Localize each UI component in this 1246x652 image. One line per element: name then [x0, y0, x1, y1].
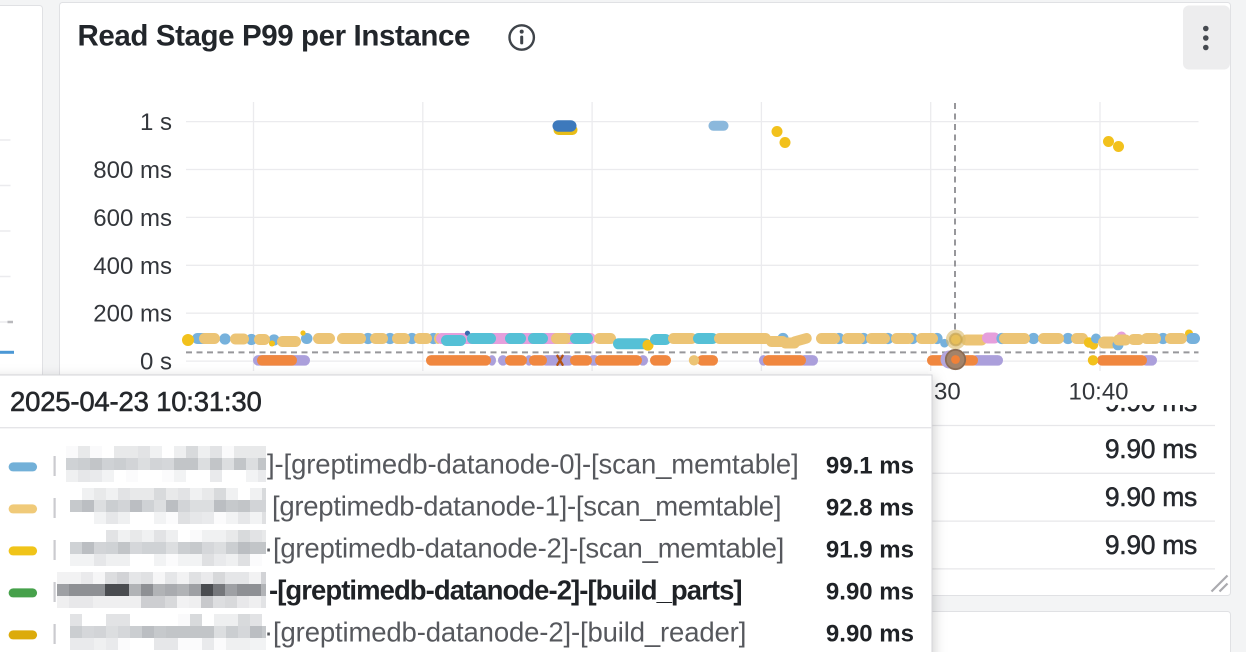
svg-text:9.90 ms: 9.90 ms: [1105, 434, 1197, 464]
svg-text:-[greptimedb-datanode-2]-[buil: -[greptimedb-datanode-2]-[build_parts]: [269, 575, 742, 606]
svg-text:92.8 ms: 92.8 ms: [826, 494, 914, 521]
svg-text:9.90 ms: 9.90 ms: [826, 620, 914, 647]
svg-text:200 ms: 200 ms: [93, 301, 172, 328]
svg-text:2025-04-23 10:31:30: 2025-04-23 10:31:30: [10, 386, 262, 417]
svg-text:·[greptimedb-datanode-2]-[buil: ·[greptimedb-datanode-2]-[build_reader]: [264, 617, 746, 648]
svg-text:600 ms: 600 ms: [93, 205, 172, 232]
svg-text:1 s: 1 s: [140, 109, 172, 136]
svg-text:9.90 ms: 9.90 ms: [1105, 530, 1197, 560]
svg-text:10:40: 10:40: [1068, 379, 1128, 406]
svg-text:9.90 ms: 9.90 ms: [1105, 482, 1197, 512]
svg-text:0 s: 0 s: [140, 349, 172, 376]
svg-text:9.90 ms: 9.90 ms: [1105, 387, 1197, 417]
svg-text:99.1 ms: 99.1 ms: [826, 452, 914, 479]
svg-text:[greptimedb-datanode-1]-[scan_: [greptimedb-datanode-1]-[scan_memtable]: [272, 491, 781, 522]
svg-text:·[greptimedb-datanode-2]-[scan: ·[greptimedb-datanode-2]-[scan_memtable]: [264, 533, 784, 564]
svg-text:9.90 ms: 9.90 ms: [826, 578, 914, 605]
svg-text:]-[greptimedb-datanode-0]-[sca: ]-[greptimedb-datanode-0]-[scan_memtable…: [267, 449, 799, 480]
svg-text:Read Stage P99 per Instance: Read Stage P99 per Instance: [78, 20, 471, 53]
svg-text:400 ms: 400 ms: [93, 253, 172, 280]
svg-text:800 ms: 800 ms: [93, 157, 172, 184]
svg-text:91.9 ms: 91.9 ms: [826, 536, 914, 563]
